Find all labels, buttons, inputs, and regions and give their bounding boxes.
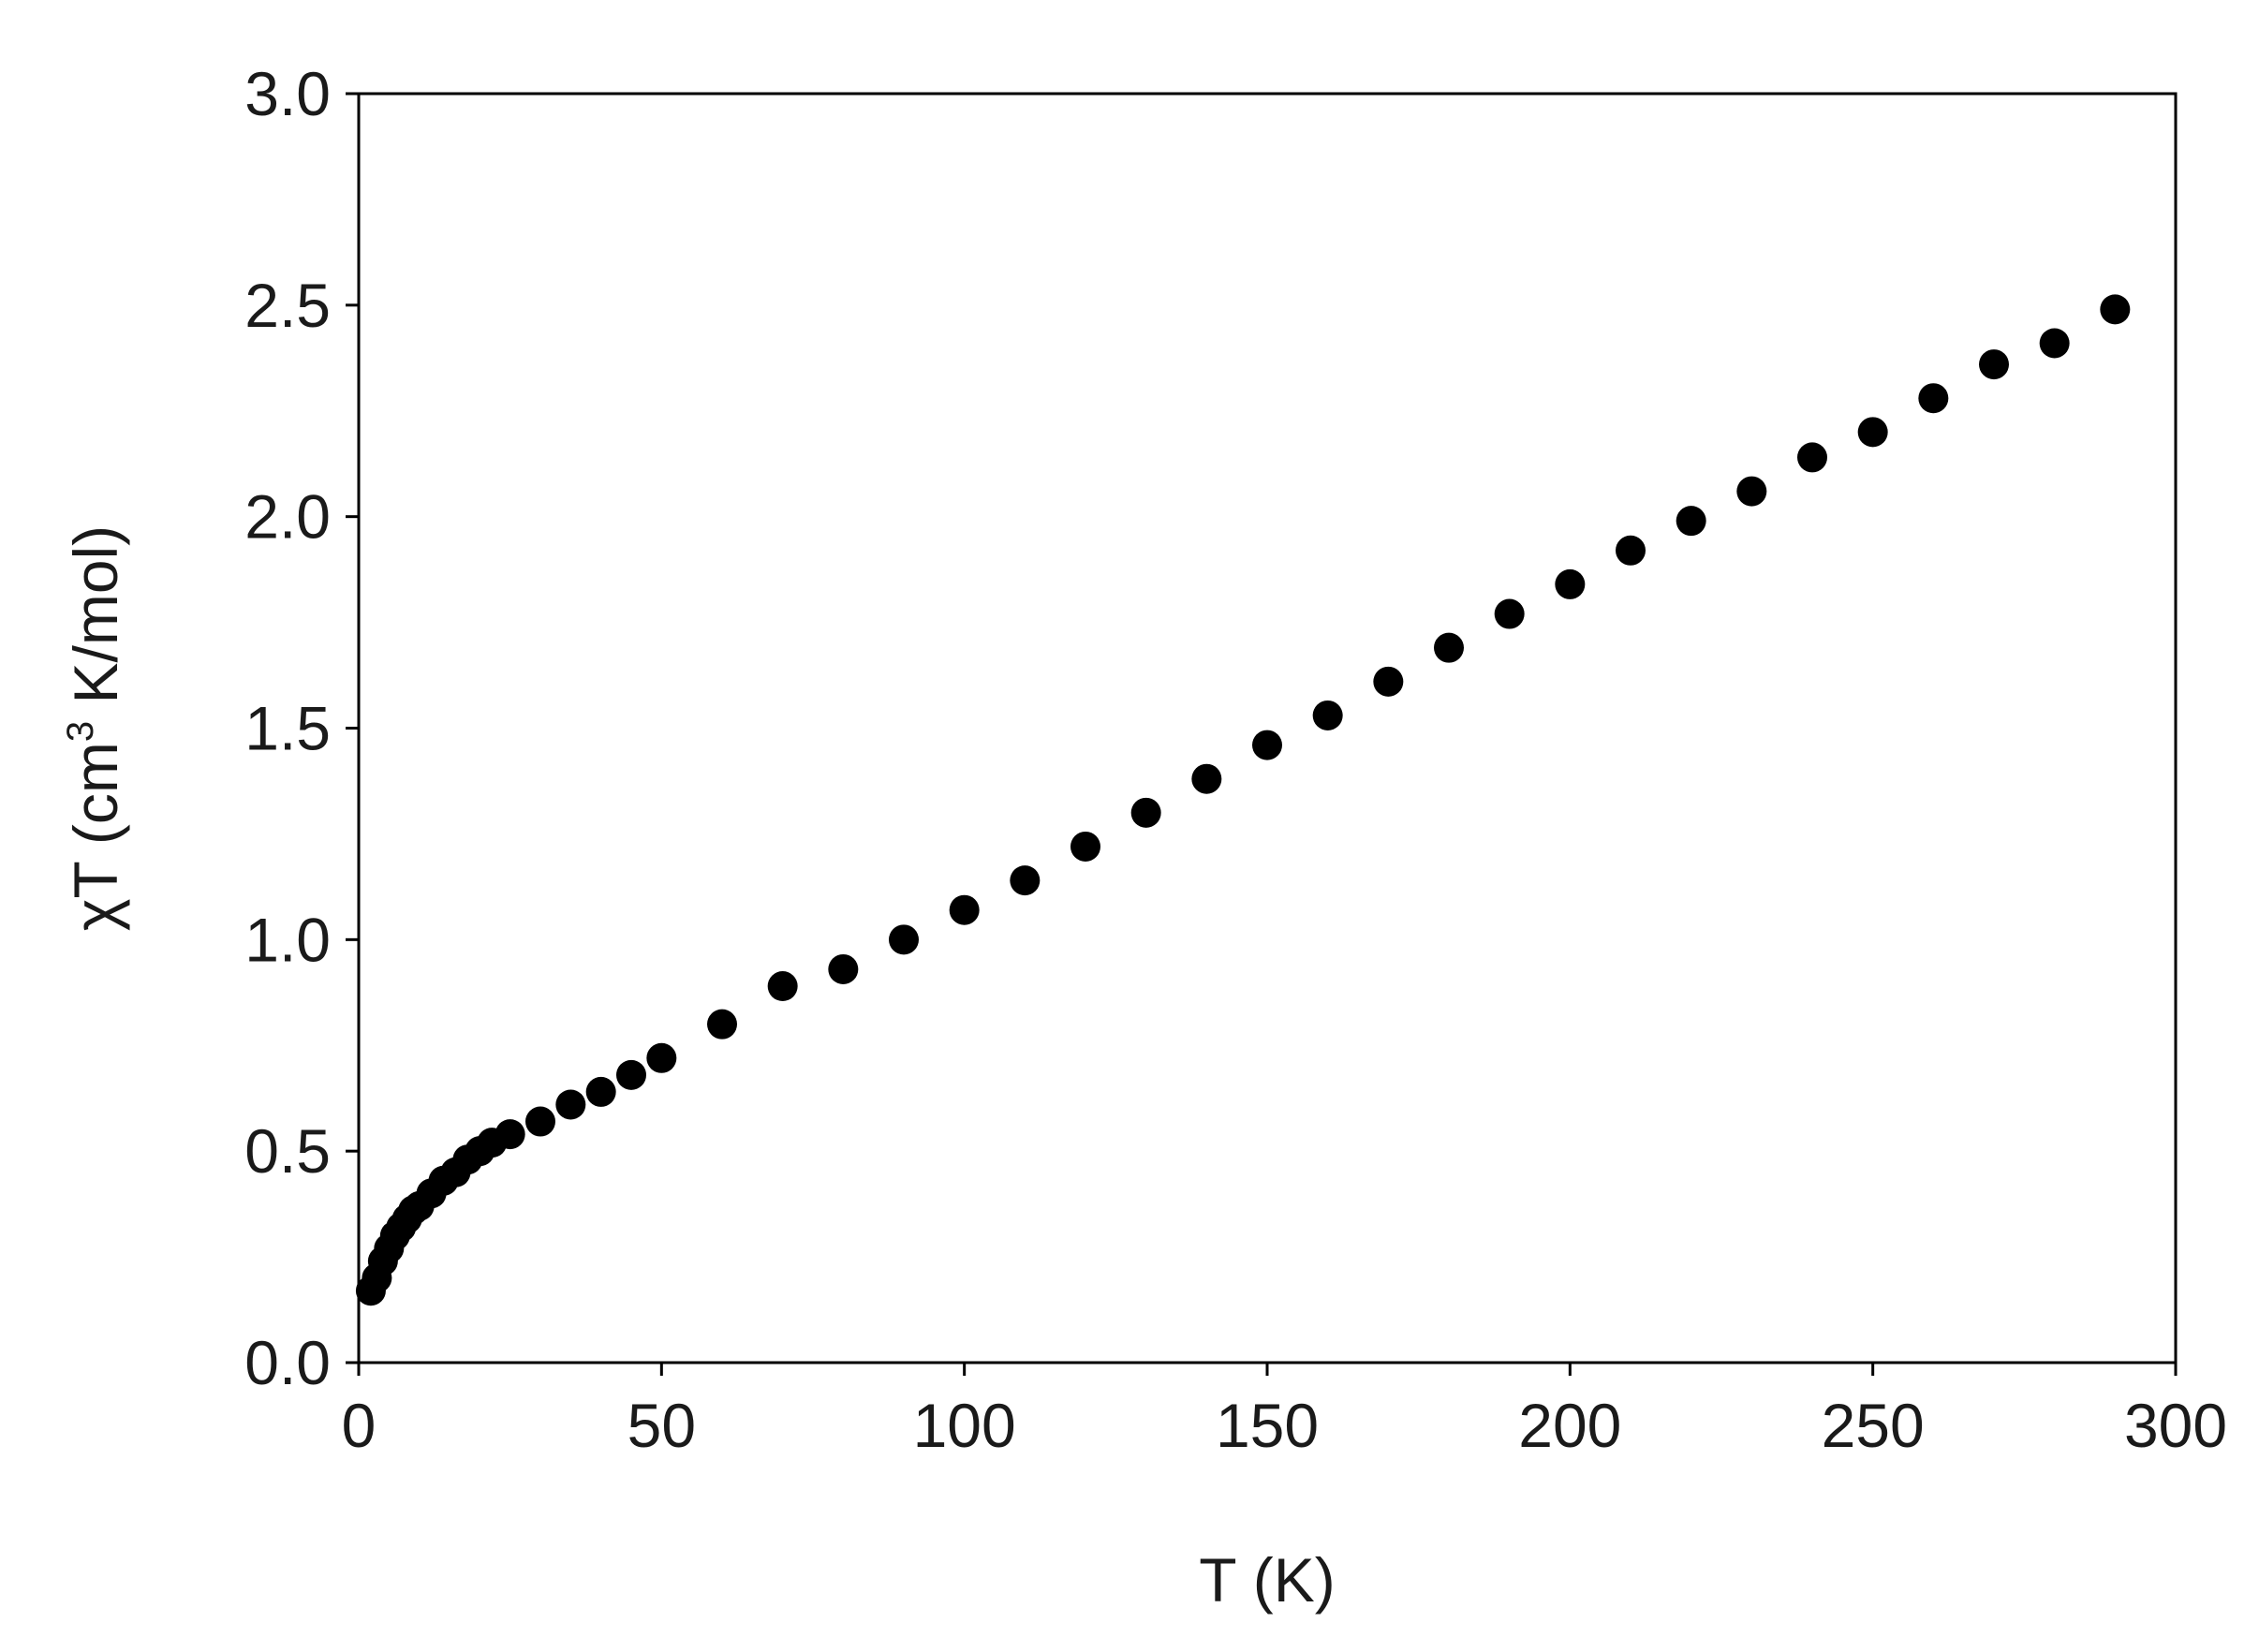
data-point [2039,328,2070,359]
x-tick-label: 300 [2124,1391,2227,1460]
data-point [555,1089,586,1120]
y-axis-title-prefix: χT (cm [61,742,130,931]
x-axis: 0 50 100 150 200 250 300 [342,1363,2227,1460]
data-point [1312,700,1343,730]
data-point [767,971,798,1002]
x-axis-title: T (K) [1199,1545,1335,1615]
data-point [1434,632,1464,663]
x-tick-label: 150 [1216,1391,1319,1460]
data-point [1797,442,1827,473]
y-tick-label: 2.5 [244,271,331,340]
plot-frame [357,92,2178,1364]
y-axis: 0.0 0.5 1.0 1.5 2.0 2.5 3.0 [244,59,359,1397]
data-point [949,894,980,925]
data-point [525,1106,555,1137]
y-tick-label: 3.0 [244,59,331,128]
data-point [585,1076,616,1107]
y-axis-title-superscript: 3 [60,721,101,742]
data-point [1252,730,1282,760]
data-point [1494,598,1525,629]
data-point [1676,506,1706,537]
x-tick-label: 250 [1822,1391,1925,1460]
y-axis-title: χT (cm3 K/mol) [60,525,130,931]
x-tick-label: 200 [1518,1391,1621,1460]
y-axis-title-suffix: K/mol) [61,525,130,721]
plot-area-border [357,92,2178,1364]
y-tick-label: 2.0 [244,482,331,552]
data-point [646,1042,677,1073]
data-point [889,924,919,955]
y-tick-label: 1.5 [244,694,331,763]
y-tick-label: 0.5 [244,1116,331,1186]
data-point [1191,763,1222,794]
data-point [707,1009,737,1040]
data-point [1616,535,1646,566]
data-point [1070,831,1100,862]
data-point [1010,865,1041,896]
data-point [616,1059,646,1090]
y-tick-label: 0.0 [244,1328,331,1397]
x-tick-label: 100 [913,1391,1016,1460]
y-tick-label: 1.0 [244,905,331,974]
data-point [1555,568,1586,599]
data-points [355,294,2131,1306]
data-point [2100,294,2131,325]
data-point [1918,383,1949,414]
data-point [1857,417,1888,448]
x-tick-label: 50 [628,1391,696,1460]
data-point [1373,666,1404,697]
data-point [1979,349,2009,380]
data-point [828,953,859,984]
data-point [1736,476,1767,507]
data-point [495,1119,525,1150]
x-tick-label: 0 [342,1391,376,1460]
data-point [1130,797,1161,828]
